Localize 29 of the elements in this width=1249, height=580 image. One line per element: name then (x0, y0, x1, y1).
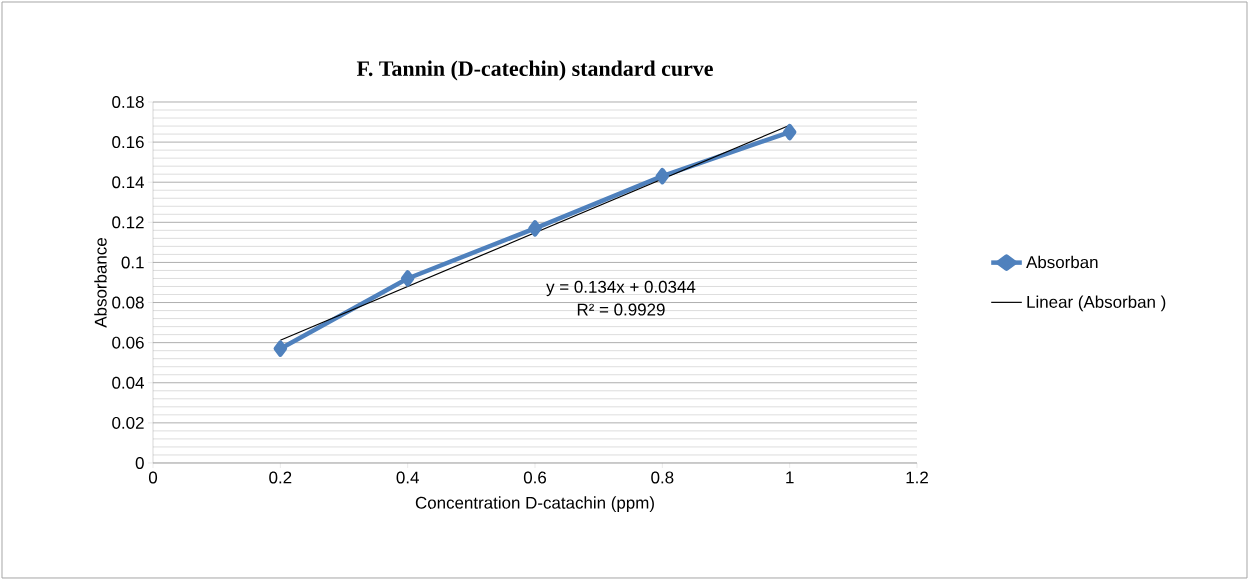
legend-label: Absorban (1026, 255, 1098, 269)
annotation: R² = 0.9929 (577, 303, 665, 316)
annotation: y = 0.134x + 0.0344 (546, 280, 696, 297)
chart-title: F. Tannin (D-catechin) standard curve (356, 60, 713, 81)
x-tick-label: 0 (148, 471, 158, 484)
x-tick-label: 0.4 (396, 471, 419, 484)
y-tick-label: 0.1 (121, 256, 144, 269)
y-tick-label: 0.18 (112, 95, 144, 108)
legend-label: Linear (Absorban ) (1027, 295, 1166, 312)
x-tick-label: 1.2 (906, 471, 928, 484)
x-tick-label: 0.6 (523, 471, 547, 484)
y-tick-label: 0.08 (112, 296, 144, 309)
x-tick-label: 1 (786, 471, 794, 484)
y-axis-title: Absorbance (94, 238, 107, 328)
point (655, 167, 670, 185)
y-tick-label: 0.14 (112, 176, 144, 189)
y-tick-label: 0.04 (112, 376, 144, 389)
y-tick-label: 0.16 (112, 136, 144, 149)
x-axis-title: Concentration D-catachin (ppm) (415, 496, 654, 513)
point (528, 220, 542, 237)
x-tick-label: 0.2 (269, 471, 292, 484)
y-tick-label: 0.02 (112, 416, 144, 429)
y-tick-label: 0.06 (112, 336, 144, 349)
point (273, 340, 288, 357)
point (782, 123, 797, 141)
point (400, 270, 415, 287)
x-tick-label: 0.8 (651, 471, 674, 484)
y-tick-label: 0 (135, 456, 144, 469)
y-tick-label: 0.12 (112, 216, 144, 229)
